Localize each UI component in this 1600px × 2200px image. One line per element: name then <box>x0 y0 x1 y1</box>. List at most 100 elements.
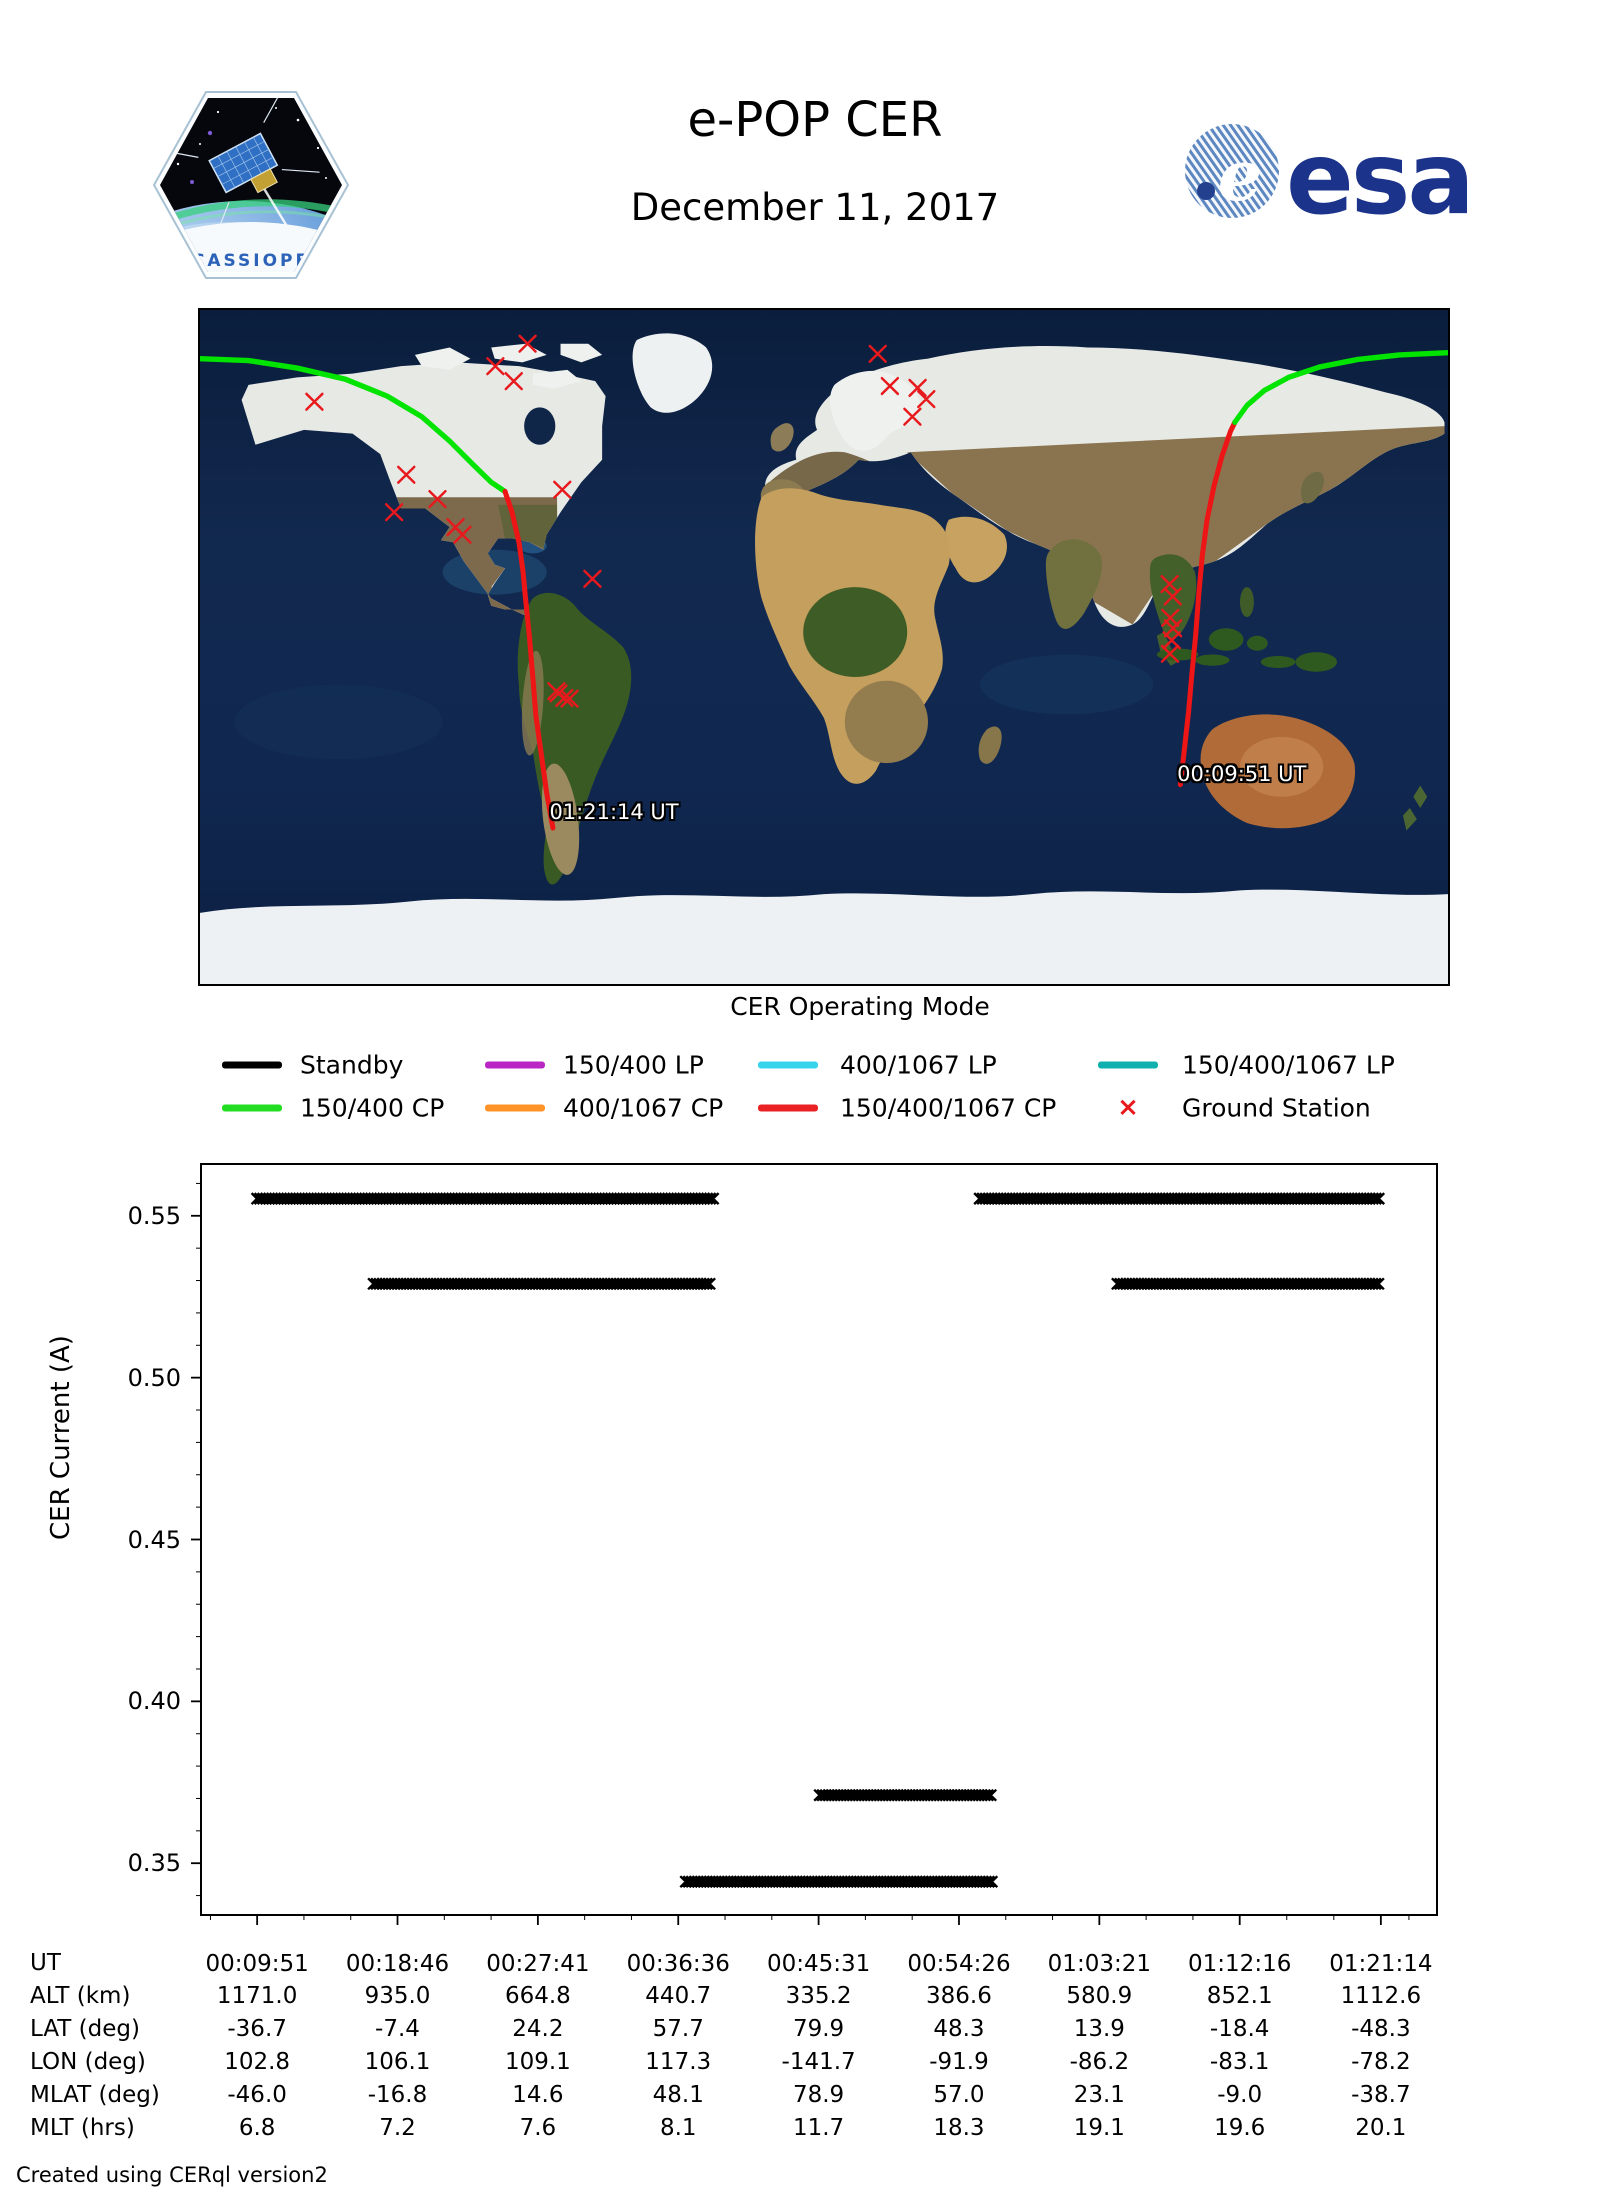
track-150-400-1067-cp <box>502 488 556 831</box>
x-tick-label: 00:09:51 <box>205 1951 309 1977</box>
table-cell: 386.6 <box>926 1983 992 2009</box>
table-row-label-alt: ALT (km) <box>30 1983 131 2009</box>
patch-label: CASSIOPE <box>192 251 310 271</box>
x-tick-label: 01:12:16 <box>1188 1951 1292 1977</box>
table-cell: 78.9 <box>792 2082 845 2108</box>
table-cell: -38.7 <box>1351 2082 1411 2108</box>
table-cell: 24.2 <box>512 2016 564 2042</box>
pass-start-time-label: 00:09:51 UT <box>1177 762 1307 787</box>
esa-globe-icon: e <box>1185 124 1279 218</box>
table-cell: 102.8 <box>224 2049 291 2075</box>
table-cell: 14.6 <box>512 2082 564 2108</box>
table-cell: 18.3 <box>933 2115 985 2141</box>
legend-label-150-400-1067-cp: 150/400/1067 CP <box>840 1093 1057 1123</box>
esa-wordmark: esa <box>1286 120 1472 235</box>
table-cell: -46.0 <box>227 2082 287 2108</box>
legend-swatch-standby <box>222 1061 282 1069</box>
table-cell: 23.1 <box>1073 2082 1125 2108</box>
scatter-band <box>973 1192 1386 1205</box>
table-cell: -36.7 <box>227 2016 287 2042</box>
table-cell: 48.1 <box>652 2082 704 2108</box>
scatter-band <box>679 1875 999 1889</box>
continents <box>200 333 1448 984</box>
table-cell: 1112.6 <box>1340 1983 1422 2009</box>
table-cell: 6.8 <box>238 2115 276 2141</box>
table-cell: 117.3 <box>645 2049 712 2075</box>
table-cell: 57.0 <box>933 2082 985 2108</box>
table-cell: 48.3 <box>933 2016 985 2042</box>
table-cell: 11.7 <box>792 2115 845 2141</box>
table-cell: -9.0 <box>1217 2082 1263 2108</box>
y-tick-label: 0.55 <box>127 1201 181 1230</box>
x-tick-label: 00:45:31 <box>766 1951 871 1977</box>
x-tick-label: 00:27:41 <box>486 1951 590 1977</box>
table-cell: -91.9 <box>929 2049 989 2075</box>
scatter-band <box>813 1788 998 1802</box>
legend-label-ground-station: Ground Station <box>1182 1093 1371 1123</box>
table-cell: 852.1 <box>1206 1983 1273 2009</box>
world-map: 00:09:51 UT 01:21:14 UT <box>198 308 1450 986</box>
scatter-band <box>1111 1277 1385 1291</box>
legend-label-150-400-cp: 150/400 CP <box>300 1093 445 1123</box>
legend-label-400-1067-lp: 400/1067 LP <box>840 1050 997 1080</box>
table-cell: -48.3 <box>1351 2016 1411 2042</box>
table-cell: -16.8 <box>367 2082 428 2108</box>
table-cell: 19.1 <box>1073 2115 1125 2141</box>
table-cell: 1171.0 <box>216 1983 298 2009</box>
table-cell: 106.1 <box>364 2049 431 2075</box>
legend-swatch-150-400-1067-cp <box>758 1104 818 1112</box>
track-150-400-1067-cp <box>1177 419 1238 788</box>
table-cell: -78.2 <box>1351 2049 1411 2075</box>
x-tick-label: 00:36:36 <box>626 1951 730 1977</box>
x-tick-label: 00:18:46 <box>345 1951 450 1977</box>
table-cell: 335.2 <box>785 1983 852 2009</box>
scatter-band <box>367 1277 716 1291</box>
table-row-label-mlt: MLT (hrs) <box>30 2115 135 2141</box>
table-cell: 13.9 <box>1073 2016 1125 2042</box>
table-row-label-lon: LON (deg) <box>30 2049 146 2075</box>
table-cell: -141.7 <box>781 2049 856 2075</box>
track-150-400-cp <box>200 355 508 495</box>
legend-swatch-150-400-cp <box>222 1104 282 1112</box>
page-title: e-POP CER <box>687 92 943 148</box>
table-row-label-mlat: MLAT (deg) <box>30 2082 160 2108</box>
legend-swatch-150-400-1067-lp <box>1098 1061 1158 1069</box>
legend-marker-ground-station: × <box>1117 1092 1139 1123</box>
esa-globe-e: e <box>1218 134 1263 217</box>
table-cell: 440.7 <box>645 1983 712 2009</box>
table-cell: -86.2 <box>1069 2049 1130 2075</box>
track-150-400-cp <box>1232 349 1448 426</box>
world-map-svg <box>200 310 1448 984</box>
ground-station-markers <box>305 334 1183 708</box>
y-tick-label: 0.35 <box>127 1849 181 1878</box>
pass-end-time-label: 01:21:14 UT <box>549 799 679 824</box>
table-cell: -83.1 <box>1209 2049 1270 2075</box>
patch-satellite <box>160 98 320 237</box>
table-cell: 79.9 <box>792 2016 845 2042</box>
legend-label-150-400-1067-lp: 150/400/1067 LP <box>1182 1050 1395 1080</box>
patch-band <box>162 222 340 272</box>
y-tick-label: 0.50 <box>127 1363 181 1392</box>
table-cell: 19.6 <box>1214 2115 1266 2141</box>
footer-credit: Created using CERql version2 <box>16 2163 328 2187</box>
table-row-label-lat: LAT (deg) <box>30 2016 140 2042</box>
scatter-band <box>250 1192 720 1205</box>
table-cell: 580.9 <box>1066 1983 1133 2009</box>
x-tick-label: 01:03:21 <box>1047 1951 1151 1977</box>
table-cell: -7.4 <box>375 2016 420 2042</box>
table-row-label-ut: UT <box>30 1950 61 1976</box>
table-cell: 109.1 <box>504 2049 571 2075</box>
page-date: December 11, 2017 <box>630 186 1000 229</box>
y-tick-label: 0.45 <box>127 1525 181 1554</box>
table-cell: 7.6 <box>519 2115 557 2141</box>
legend-label-standby: Standby <box>300 1050 404 1080</box>
table-cell: -18.4 <box>1209 2016 1270 2042</box>
legend-title: CER Operating Mode <box>730 992 990 1021</box>
y-tick-label: 0.40 <box>127 1687 181 1716</box>
patch-stars <box>176 107 327 179</box>
legend-label-400-1067-cp: 400/1067 CP <box>563 1093 724 1123</box>
table-cell: 7.2 <box>379 2115 416 2141</box>
legend-swatch-400-1067-cp <box>485 1104 545 1112</box>
